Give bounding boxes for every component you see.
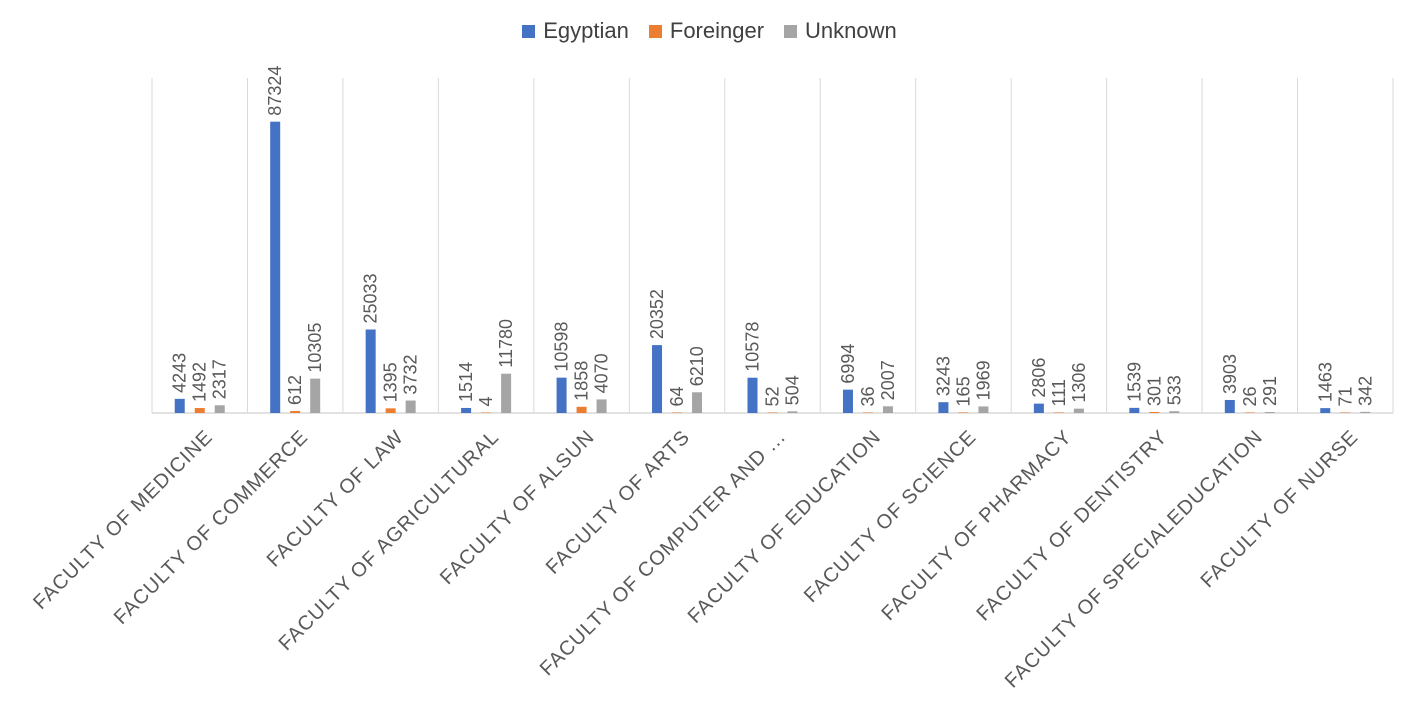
legend-swatch-egyptian bbox=[522, 24, 536, 38]
legend-item-unknown: Unknown bbox=[784, 18, 897, 44]
data-label-unknown-faculty-of-commerce: 10305 bbox=[305, 323, 325, 373]
legend-swatch-unknown bbox=[784, 24, 798, 38]
bar-egyptian-faculty-of-commerce bbox=[270, 121, 281, 413]
data-label-foreinger-faculty-of-pharmacy: 111 bbox=[1049, 379, 1069, 406]
bar-egyptian-faculty-of-arts bbox=[652, 345, 663, 413]
data-label-unknown-faculty-of-science: 1969 bbox=[973, 360, 993, 400]
data-label-foreinger-faculty-of-computer-and: 52 bbox=[763, 386, 783, 406]
x-tick-label-faculty-of-education: FACULTY OF EDUCATION bbox=[684, 426, 886, 628]
bar-unknown-faculty-of-nurse bbox=[1360, 411, 1371, 413]
data-label-foreinger-faculty-of-commerce: 612 bbox=[285, 375, 305, 405]
legend-item-egyptian: Egyptian bbox=[522, 18, 629, 44]
data-label-egyptian-faculty-of-medicine: 4243 bbox=[170, 353, 190, 393]
data-label-foreinger-faculty-of-medicine: 1492 bbox=[190, 362, 210, 402]
data-label-egyptian-faculty-of-alsun: 10598 bbox=[552, 322, 572, 372]
data-label-unknown-faculty-of-dentistry: 533 bbox=[1164, 375, 1184, 405]
bar-egyptian-faculty-of-alsun bbox=[556, 377, 567, 413]
legend-label-egyptian: Egyptian bbox=[543, 18, 629, 43]
data-label-foreinger-faculty-of-education: 36 bbox=[858, 386, 878, 406]
legend-item-foreinger: Foreinger bbox=[648, 18, 765, 44]
bar-unknown-faculty-of-law bbox=[405, 400, 416, 413]
data-label-foreinger-faculty-of-law: 1395 bbox=[381, 362, 401, 402]
bar-unknown-faculty-of-arts bbox=[692, 392, 703, 413]
bar-unknown-faculty-of-commerce bbox=[310, 378, 321, 413]
data-label-unknown-faculty-of-agricultural: 11780 bbox=[496, 319, 516, 368]
data-label-egyptian-faculty-of-nurse: 1463 bbox=[1315, 362, 1335, 402]
bar-egyptian-faculty-of-computer-and bbox=[747, 377, 758, 413]
x-tick-label-faculty-of-dentistry: FACULTY OF DENTISTRY bbox=[972, 426, 1171, 625]
x-tick-label-faculty-of-science: FACULTY OF SCIENCE bbox=[800, 426, 981, 607]
bar-unknown-faculty-of-dentistry bbox=[1169, 411, 1180, 413]
bar-foreinger-faculty-of-medicine bbox=[194, 408, 205, 413]
data-label-egyptian-faculty-of-agricultural: 1514 bbox=[456, 362, 476, 402]
data-label-egyptian-faculty-of-arts: 20352 bbox=[647, 289, 667, 339]
x-tick-label-faculty-of-commerce: FACULTY OF COMMERCE bbox=[110, 426, 313, 629]
data-label-egyptian-faculty-of-science: 3243 bbox=[933, 356, 953, 396]
data-label-egyptian-faculty-of-specialeducation: 3903 bbox=[1220, 354, 1240, 394]
data-label-foreinger-faculty-of-alsun: 1858 bbox=[572, 361, 592, 401]
legend-label-unknown: Unknown bbox=[805, 18, 897, 43]
data-label-egyptian-faculty-of-commerce: 87324 bbox=[265, 66, 285, 116]
data-label-foreinger-faculty-of-agricultural: 4 bbox=[476, 396, 496, 406]
bar-unknown-faculty-of-agricultural bbox=[501, 373, 512, 413]
bar-unknown-faculty-of-pharmacy bbox=[1073, 408, 1084, 413]
bar-foreinger-faculty-of-pharmacy bbox=[1053, 412, 1064, 413]
bar-unknown-faculty-of-medicine bbox=[214, 405, 225, 413]
data-label-egyptian-faculty-of-dentistry: 1539 bbox=[1124, 362, 1144, 402]
data-label-egyptian-faculty-of-computer-and: 10578 bbox=[743, 322, 763, 372]
data-label-foreinger-faculty-of-specialeducation: 26 bbox=[1240, 386, 1260, 406]
x-tick-label-faculty-of-pharmacy: FACULTY OF PHARMACY bbox=[877, 426, 1076, 625]
bar-unknown-faculty-of-computer-and bbox=[787, 411, 798, 413]
x-tick-label-faculty-of-alsun: FACULTY OF ALSUN bbox=[436, 426, 599, 589]
bar-egyptian-faculty-of-pharmacy bbox=[1033, 403, 1044, 413]
x-tick-label-faculty-of-medicine: FACULTY OF MEDICINE bbox=[29, 426, 217, 614]
data-label-unknown-faculty-of-pharmacy: 1306 bbox=[1069, 363, 1089, 403]
bar-foreinger-faculty-of-computer-and bbox=[767, 412, 778, 413]
bar-egyptian-faculty-of-education bbox=[842, 389, 853, 413]
bar-foreinger-faculty-of-nurse bbox=[1340, 412, 1351, 413]
data-label-egyptian-faculty-of-pharmacy: 2806 bbox=[1029, 358, 1049, 398]
bar-foreinger-faculty-of-education bbox=[862, 412, 873, 413]
bar-foreinger-faculty-of-arts bbox=[672, 412, 683, 413]
bar-egyptian-faculty-of-dentistry bbox=[1129, 407, 1140, 413]
data-label-foreinger-faculty-of-nurse: 71 bbox=[1335, 386, 1355, 406]
bar-egyptian-faculty-of-medicine bbox=[174, 398, 185, 413]
bar-foreinger-faculty-of-commerce bbox=[290, 410, 301, 413]
data-label-foreinger-faculty-of-science: 165 bbox=[953, 376, 973, 406]
data-label-egyptian-faculty-of-law: 25033 bbox=[361, 273, 381, 323]
bar-foreinger-faculty-of-science bbox=[958, 412, 969, 413]
bar-unknown-faculty-of-education bbox=[882, 406, 893, 413]
bar-unknown-faculty-of-science bbox=[978, 406, 989, 413]
data-label-unknown-faculty-of-computer-and: 504 bbox=[783, 375, 803, 405]
bar-foreinger-faculty-of-specialeducation bbox=[1244, 412, 1255, 413]
data-label-unknown-faculty-of-arts: 6210 bbox=[687, 346, 707, 386]
bar-egyptian-faculty-of-nurse bbox=[1320, 408, 1331, 413]
data-label-unknown-faculty-of-medicine: 2317 bbox=[210, 359, 230, 399]
bar-egyptian-faculty-of-law bbox=[365, 329, 376, 413]
data-label-egyptian-faculty-of-education: 6994 bbox=[838, 344, 858, 384]
bar-foreinger-faculty-of-agricultural bbox=[481, 412, 492, 413]
data-label-foreinger-faculty-of-dentistry: 301 bbox=[1144, 376, 1164, 406]
bar-egyptian-faculty-of-agricultural bbox=[461, 407, 472, 413]
bar-egyptian-faculty-of-specialeducation bbox=[1224, 399, 1235, 413]
bar-unknown-faculty-of-alsun bbox=[596, 399, 607, 413]
data-label-unknown-faculty-of-specialeducation: 291 bbox=[1260, 376, 1280, 406]
bar-foreinger-faculty-of-dentistry bbox=[1149, 411, 1160, 413]
data-label-unknown-faculty-of-alsun: 4070 bbox=[592, 353, 612, 393]
legend-swatch-foreinger bbox=[648, 24, 662, 38]
data-label-foreinger-faculty-of-arts: 64 bbox=[667, 386, 687, 406]
bar-foreinger-faculty-of-law bbox=[385, 408, 396, 413]
data-label-unknown-faculty-of-nurse: 342 bbox=[1355, 376, 1375, 406]
bar-foreinger-faculty-of-alsun bbox=[576, 406, 587, 413]
data-label-unknown-faculty-of-education: 2007 bbox=[878, 360, 898, 400]
bar-unknown-faculty-of-specialeducation bbox=[1264, 412, 1275, 413]
x-tick-label-faculty-of-nurse: FACULTY OF NURSE bbox=[1197, 426, 1363, 592]
bar-egyptian-faculty-of-science bbox=[938, 402, 949, 413]
legend-label-foreinger: Foreinger bbox=[669, 18, 765, 43]
data-label-unknown-faculty-of-law: 3732 bbox=[401, 355, 421, 395]
chart-legend: Egyptian Foreinger Unknown bbox=[0, 18, 1419, 44]
